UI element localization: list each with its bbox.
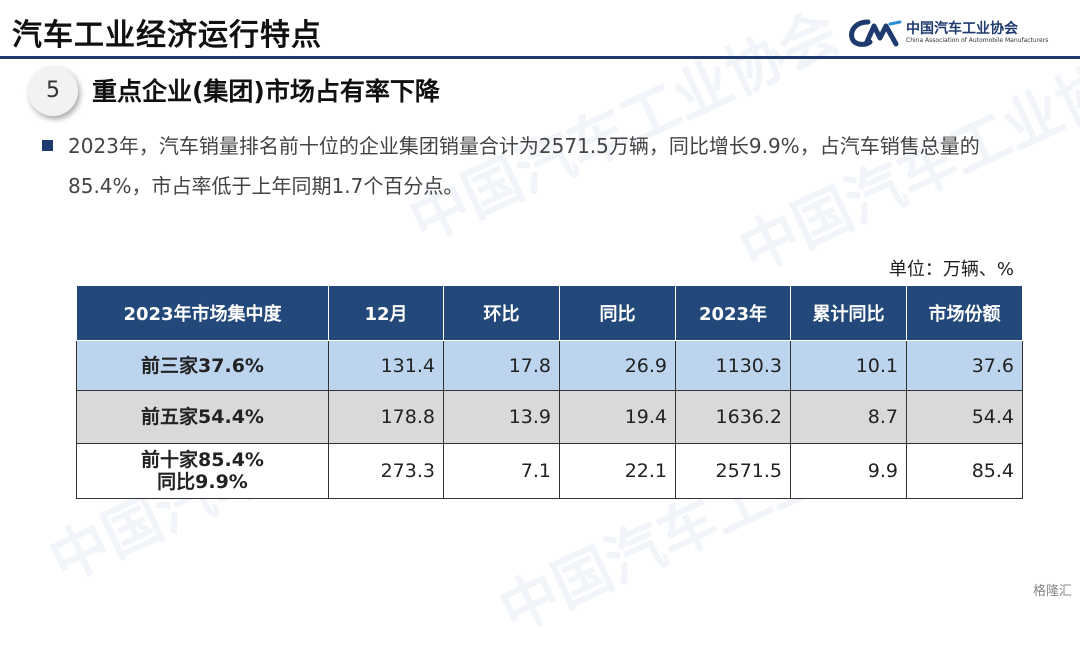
table-cell: 178.8 <box>328 390 444 444</box>
table-cell: 54.4 <box>906 390 1023 444</box>
table-cell: 8.7 <box>790 390 907 444</box>
table-cell: 85.4 <box>906 443 1023 499</box>
row-label: 前五家54.4% <box>76 390 329 444</box>
table-row: 前十家85.4% 同比9.9% 273.3 7.1 22.1 2571.5 9.… <box>76 443 1023 499</box>
concentration-table: 2023年市场集中度 12月 环比 同比 2023年 累计同比 市场份额 前三家… <box>76 285 1023 499</box>
table-cell: 1636.2 <box>675 390 791 444</box>
row-label-line: 前十家85.4% <box>141 449 264 471</box>
row-label-line: 前五家54.4% <box>141 406 264 428</box>
logo-text-en: China Association of Automobile Manufact… <box>906 37 1049 44</box>
table-row: 前三家37.6% 131.4 17.8 26.9 1130.3 10.1 37.… <box>76 340 1023 391</box>
table-cell: 7.1 <box>443 443 560 499</box>
page-title: 汽车工业经济运行特点 <box>12 18 322 53</box>
logo-text-cn: 中国汽车工业协会 <box>906 21 1018 37</box>
table-cell: 19.4 <box>559 390 676 444</box>
header-cell: 2023年 <box>675 285 791 341</box>
table-cell: 273.3 <box>328 443 444 499</box>
table-cell: 2571.5 <box>675 443 791 499</box>
table-header-row: 2023年市场集中度 12月 环比 同比 2023年 累计同比 市场份额 <box>76 285 1023 341</box>
section-number-badge: 5 <box>28 66 78 116</box>
row-label: 前十家85.4% 同比9.9% <box>76 443 329 499</box>
row-label-line: 前三家37.6% <box>141 354 264 377</box>
table-cell: 1130.3 <box>675 340 791 391</box>
summary-paragraph: 2023年，汽车销量排名前十位的企业集团销量合计为2571.5万辆，同比增长9.… <box>68 134 980 198</box>
slide-header: 汽车工业经济运行特点 中国汽车工业协会 China Association of… <box>0 0 1080 56</box>
row-label-line: 同比9.9% <box>157 471 248 493</box>
table-cell: 13.9 <box>443 390 560 444</box>
table-cell: 17.8 <box>443 340 560 391</box>
table-cell: 131.4 <box>328 340 444 391</box>
header-cell: 12月 <box>328 285 444 341</box>
header-cell: 同比 <box>559 285 676 341</box>
table-cell: 26.9 <box>559 340 676 391</box>
header-cell: 2023年市场集中度 <box>76 285 329 341</box>
table-cell: 10.1 <box>790 340 907 391</box>
header-divider <box>0 56 1080 59</box>
table-cell: 22.1 <box>559 443 676 499</box>
header-cell: 环比 <box>443 285 560 341</box>
table-cell: 37.6 <box>906 340 1023 391</box>
table-row: 前五家54.4% 178.8 13.9 19.4 1636.2 8.7 54.4 <box>76 390 1023 444</box>
caam-logo-icon <box>849 19 902 47</box>
bullet-square-icon <box>42 140 53 151</box>
footer-watermark: 格隆汇 <box>1032 584 1072 599</box>
section-title: 重点企业(集团)市场占有率下降 <box>92 77 440 106</box>
table-cell: 9.9 <box>790 443 907 499</box>
header-cell: 市场份额 <box>906 285 1023 341</box>
caam-logo: 中国汽车工业协会 China Association of Automobile… <box>848 14 1048 52</box>
row-label: 前三家37.6% <box>76 340 329 391</box>
unit-label: 单位：万辆、% <box>888 259 1014 280</box>
header-cell: 累计同比 <box>790 285 907 341</box>
